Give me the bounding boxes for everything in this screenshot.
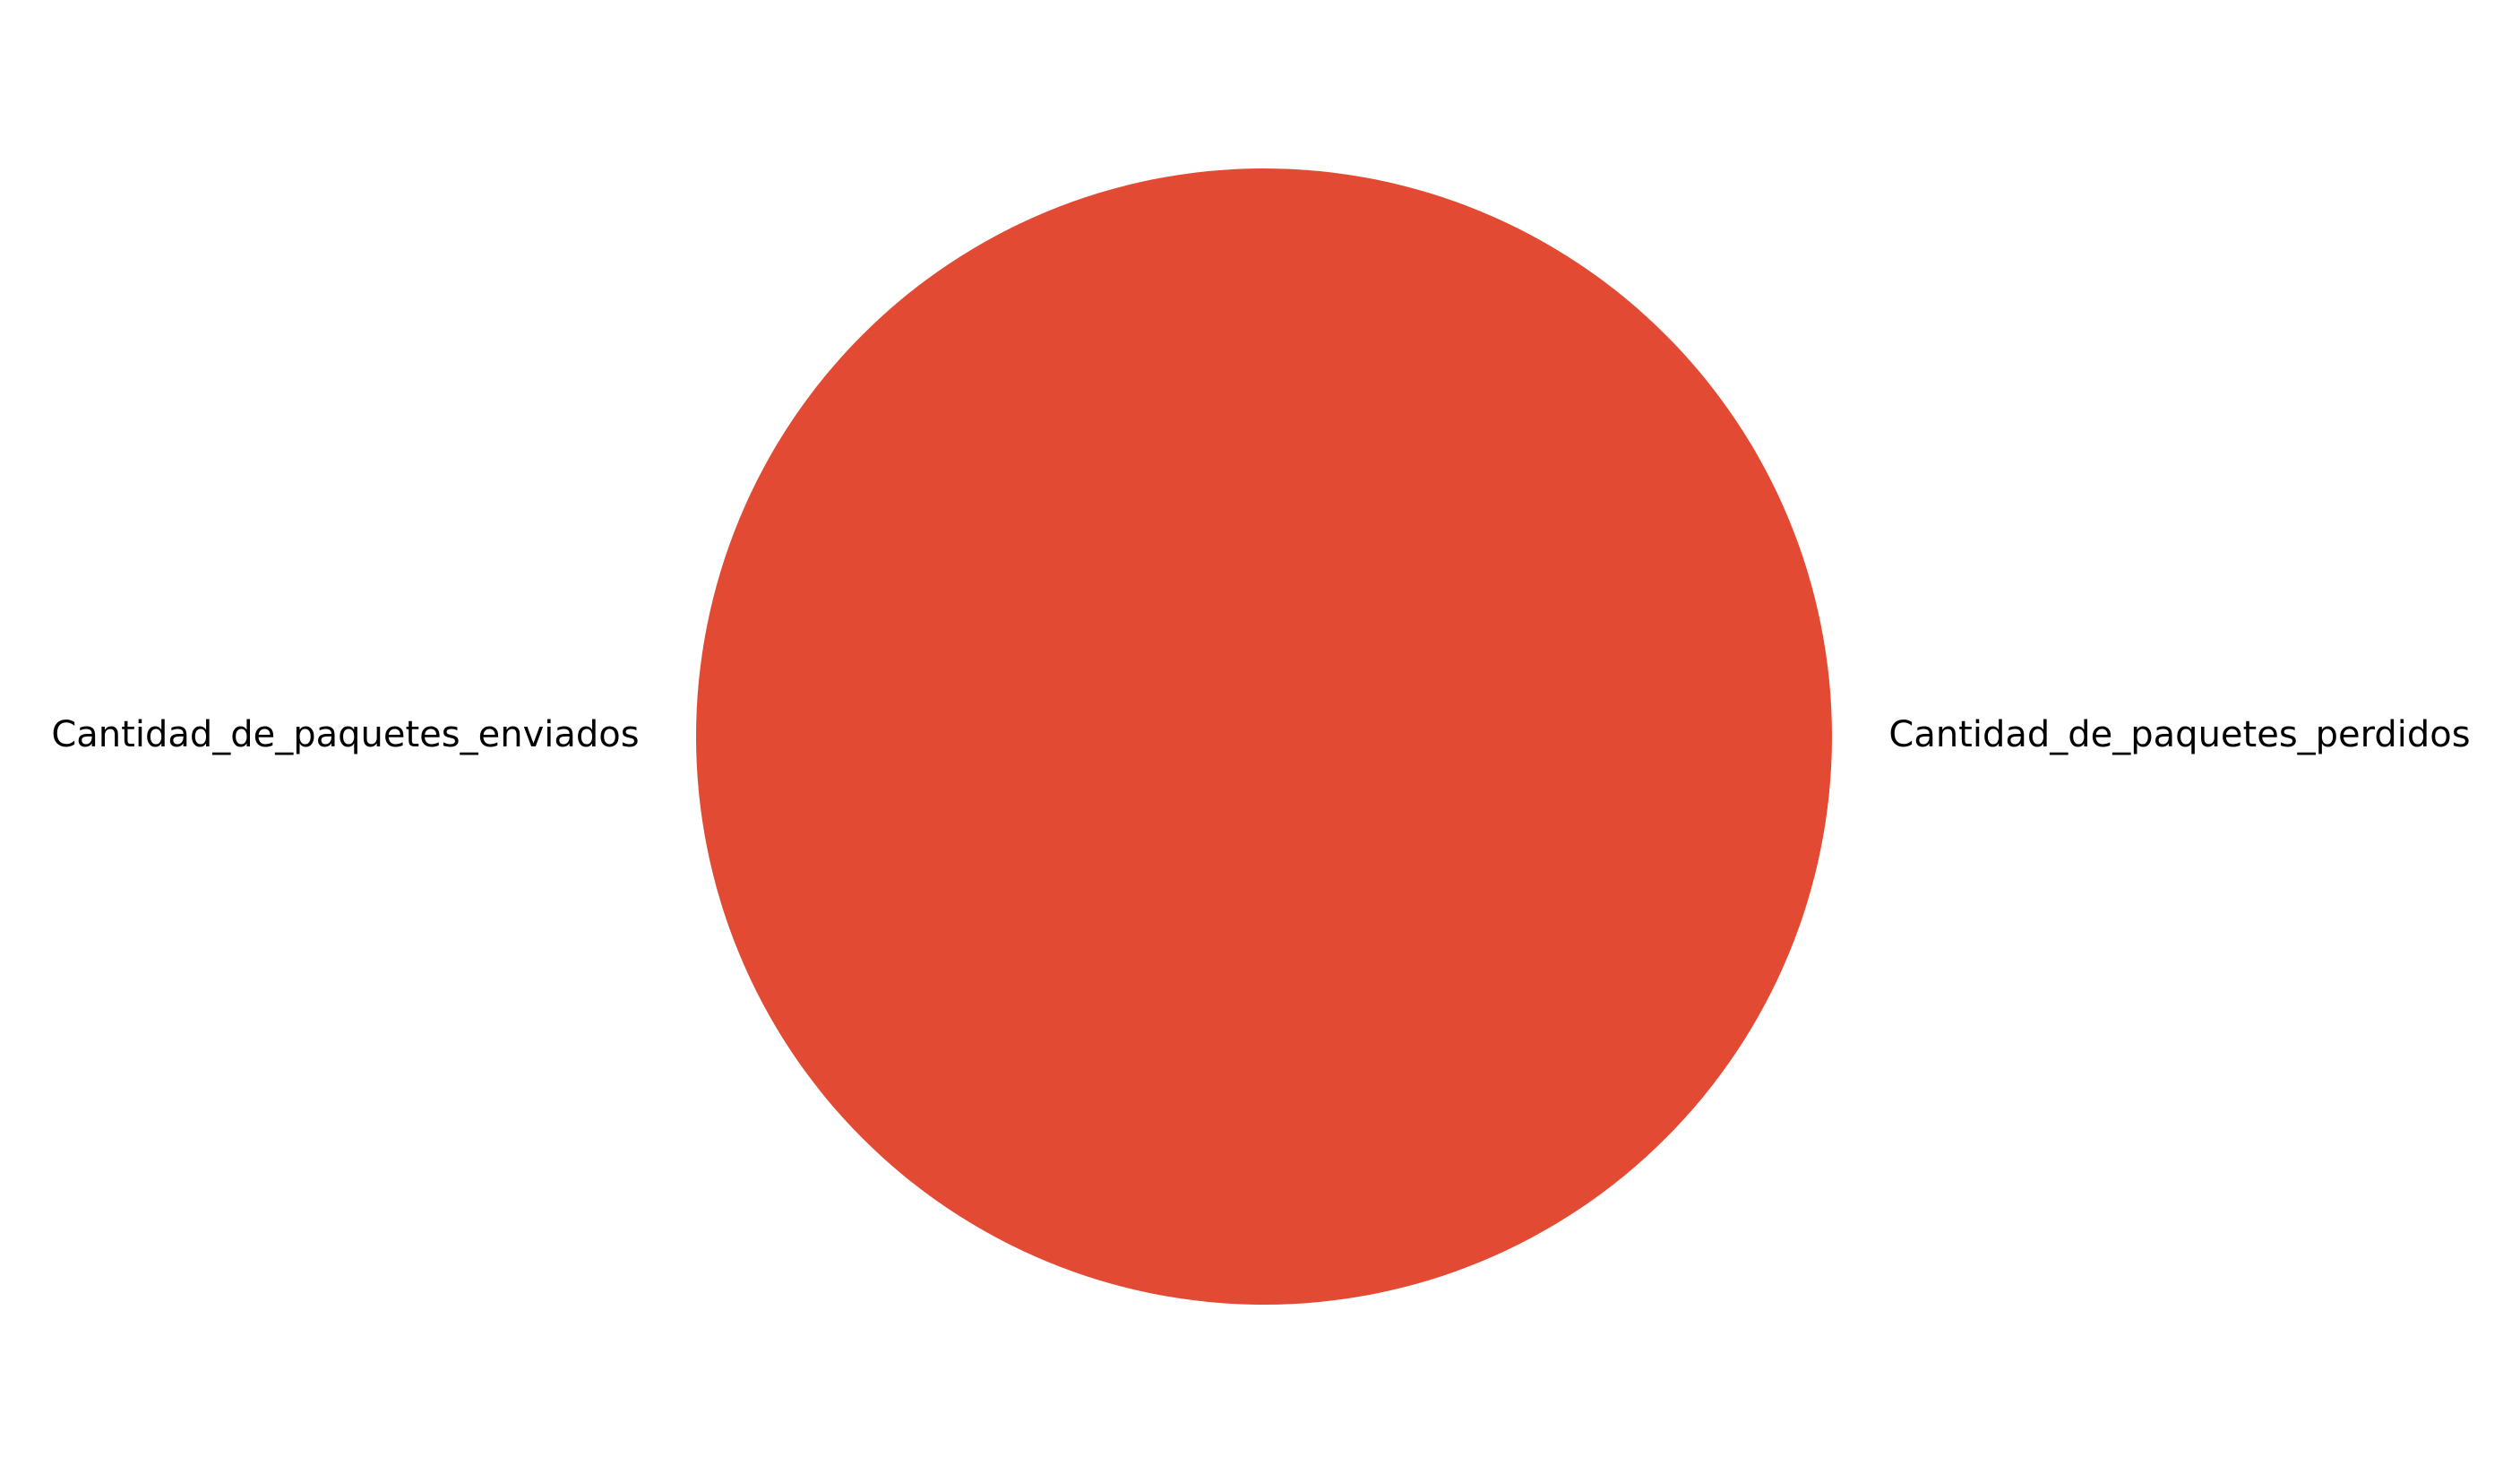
pie-label-cantidad-de-paquetes-enviados: Cantidad_de_paquetes_enviados: [51, 714, 639, 755]
pie-label-cantidad-de-paquetes-perdidos: Cantidad_de_paquetes_perdidos: [1888, 714, 2470, 755]
pie-labels: Cantidad_de_paquetes_enviados Cantidad_de…: [51, 714, 2470, 755]
pie-slice-cantidad-de-paquetes-enviados: [696, 168, 1832, 1305]
pie-slices: [696, 168, 1832, 1305]
